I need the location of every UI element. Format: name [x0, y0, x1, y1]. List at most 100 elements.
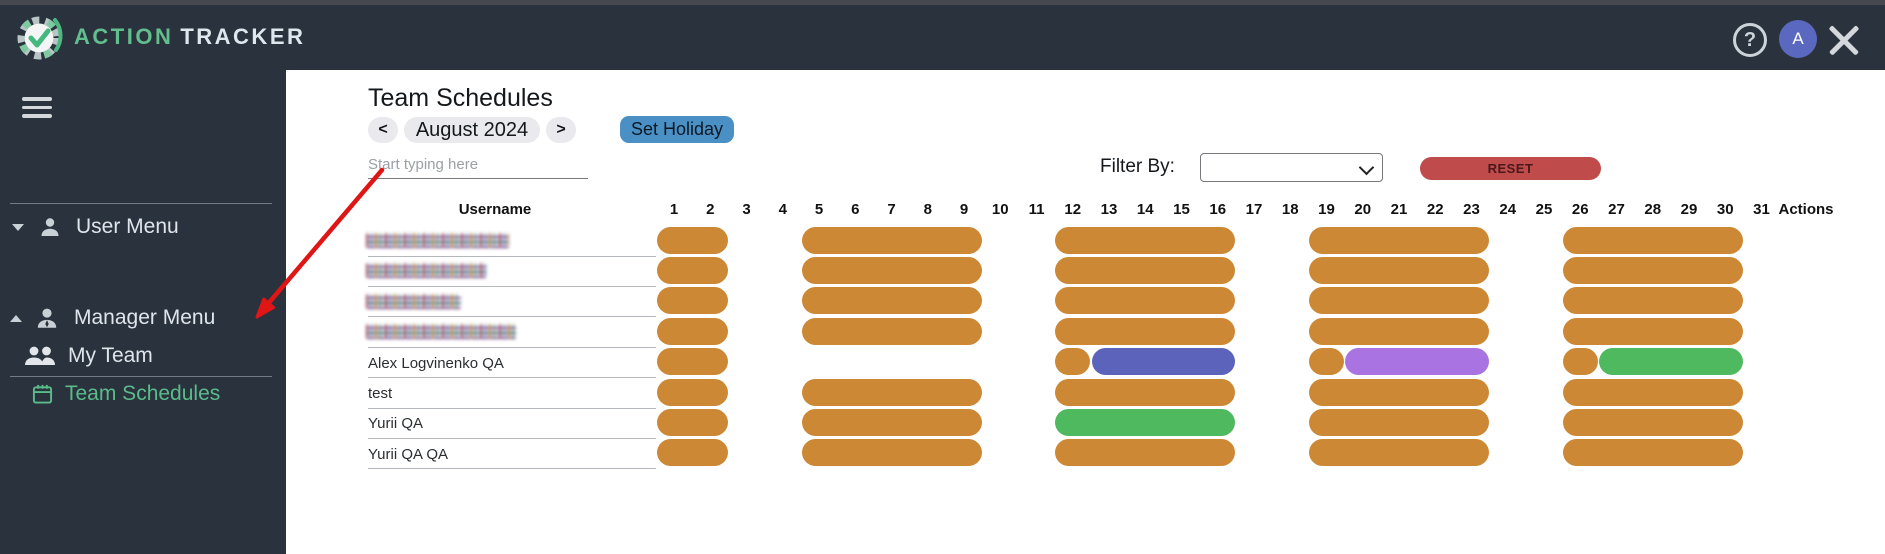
day-column-header: 18 — [1281, 201, 1299, 218]
schedule-pill-orange[interactable] — [1055, 317, 1236, 345]
schedule-pill-orange[interactable] — [656, 226, 728, 254]
sidebar-item-my-team[interactable]: My Team — [24, 343, 153, 369]
schedule-pill-orange[interactable] — [801, 256, 982, 284]
day-column-header: 23 — [1463, 201, 1480, 218]
app-logo: ACTION TRACKER — [14, 11, 305, 63]
schedule-pill-orange[interactable] — [656, 378, 728, 406]
day-column-header: 20 — [1354, 201, 1372, 218]
schedule-pill-orange[interactable] — [1562, 256, 1743, 284]
filter-dropdown[interactable] — [1200, 153, 1383, 182]
schedule-pill-orange[interactable] — [1562, 287, 1743, 315]
schedule-pill-orange[interactable] — [656, 408, 728, 436]
schedule-pill-orange[interactable] — [1055, 378, 1236, 406]
schedule-pill-green[interactable] — [1055, 408, 1236, 436]
page-title: Team Schedules — [368, 84, 553, 112]
prev-month-button[interactable]: < — [368, 117, 398, 143]
schedule-pill-orange[interactable] — [1309, 348, 1344, 376]
calendar-icon — [32, 384, 53, 404]
schedule-pill-orange[interactable] — [656, 348, 728, 376]
day-column-header: 25 — [1535, 201, 1553, 218]
schedule-pill-orange[interactable] — [656, 256, 728, 284]
reset-button[interactable]: RESET — [1420, 157, 1601, 180]
day-column-header: 10 — [991, 201, 1009, 218]
day-column-header: 2 — [706, 201, 715, 218]
sidebar-item-team-schedules[interactable]: Team Schedules — [32, 382, 220, 406]
schedule-pill-orange[interactable] — [1055, 226, 1236, 254]
day-column-header: 31 — [1753, 201, 1770, 218]
menu-toggle-icon[interactable] — [22, 97, 52, 123]
day-column-header: 14 — [1136, 201, 1154, 218]
schedule-pill-orange[interactable] — [1055, 348, 1091, 376]
day-column-header: 12 — [1064, 201, 1082, 218]
avatar-letter: A — [1792, 29, 1804, 48]
sidebar-item-label: My Team — [68, 344, 153, 367]
actions-column-header: Actions — [1778, 201, 1834, 218]
schedule-pill-orange[interactable] — [1309, 378, 1489, 406]
row-separator — [368, 437, 656, 439]
user-icon — [41, 218, 59, 236]
day-column-header: 19 — [1318, 201, 1335, 218]
schedule-pill-orange[interactable] — [1309, 287, 1489, 315]
search-input[interactable] — [368, 156, 588, 179]
sidebar-item-label: Team Schedules — [65, 382, 221, 405]
schedule-pill-orange[interactable] — [1309, 256, 1489, 284]
schedule-pill-orange[interactable] — [1055, 287, 1236, 315]
day-column-header: 3 — [742, 201, 751, 218]
schedule-pill-orange[interactable] — [801, 317, 982, 345]
schedule-pill-orange[interactable] — [801, 287, 982, 315]
schedule-pill-orange[interactable] — [656, 317, 728, 345]
schedule-pill-orange[interactable] — [656, 439, 728, 467]
sidebar-divider — [10, 376, 272, 377]
row-separator — [368, 468, 656, 470]
schedule-pill-purple[interactable] — [1345, 348, 1489, 376]
schedule-pill-blue[interactable] — [1091, 348, 1236, 376]
manager-icon — [37, 308, 57, 328]
sidebar-item-user-menu[interactable]: User Menu — [12, 215, 179, 239]
day-column-header: 13 — [1100, 201, 1118, 218]
schedule-pill-orange[interactable] — [1562, 408, 1743, 436]
day-column-header: 26 — [1571, 201, 1589, 218]
schedule-pill-orange[interactable] — [656, 287, 728, 315]
username-cell-redacted — [366, 233, 509, 248]
top-bar: ACTION TRACKER ? A — [0, 0, 1885, 70]
username-cell-redacted — [366, 263, 486, 279]
schedule-pill-orange[interactable] — [1309, 226, 1489, 254]
schedule-pill-orange[interactable] — [801, 408, 982, 436]
schedule-pill-green[interactable] — [1599, 348, 1743, 376]
schedule-pill-orange[interactable] — [1309, 408, 1489, 436]
next-month-button[interactable]: > — [546, 117, 576, 143]
schedule-pill-orange[interactable] — [1309, 317, 1489, 345]
logo-text: ACTION TRACKER — [74, 24, 305, 50]
logo-word-action: ACTION — [74, 24, 174, 49]
team-icon — [25, 346, 55, 365]
schedule-pill-orange[interactable] — [1562, 348, 1598, 376]
chevron-up-icon — [10, 314, 22, 322]
schedule-pill-orange[interactable] — [801, 226, 982, 254]
schedule-pill-orange[interactable] — [1562, 378, 1743, 406]
logo-word-tracker: TRACKER — [180, 24, 306, 49]
set-holiday-button[interactable]: Set Holiday — [620, 116, 734, 143]
day-column-header: 4 — [778, 201, 787, 218]
schedule-pill-orange[interactable] — [1309, 439, 1489, 467]
schedule-pill-orange[interactable] — [801, 439, 982, 467]
sidebar-item-label: User Menu — [76, 215, 179, 238]
month-label: August 2024 — [404, 117, 540, 143]
day-column-header: 6 — [851, 201, 860, 218]
chevron-down-icon — [12, 223, 24, 231]
schedule-pill-orange[interactable] — [1562, 226, 1743, 254]
sidebar-item-manager-menu[interactable]: Manager Menu — [10, 305, 215, 331]
schedule-pill-orange[interactable] — [1562, 439, 1743, 467]
schedule-pill-orange[interactable] — [1055, 256, 1236, 284]
schedule-pill-orange[interactable] — [801, 378, 982, 406]
schedule-pill-orange[interactable] — [1562, 317, 1743, 345]
close-icon[interactable] — [1826, 22, 1862, 58]
user-avatar[interactable]: A — [1779, 20, 1817, 58]
day-column-header: 11 — [1028, 201, 1045, 218]
help-icon[interactable]: ? — [1733, 23, 1767, 57]
username-cell-redacted — [366, 324, 516, 340]
schedule-pill-orange[interactable] — [1055, 439, 1236, 467]
row-separator — [368, 377, 656, 379]
day-column-header: 7 — [887, 201, 896, 218]
day-column-header: 8 — [923, 201, 932, 218]
